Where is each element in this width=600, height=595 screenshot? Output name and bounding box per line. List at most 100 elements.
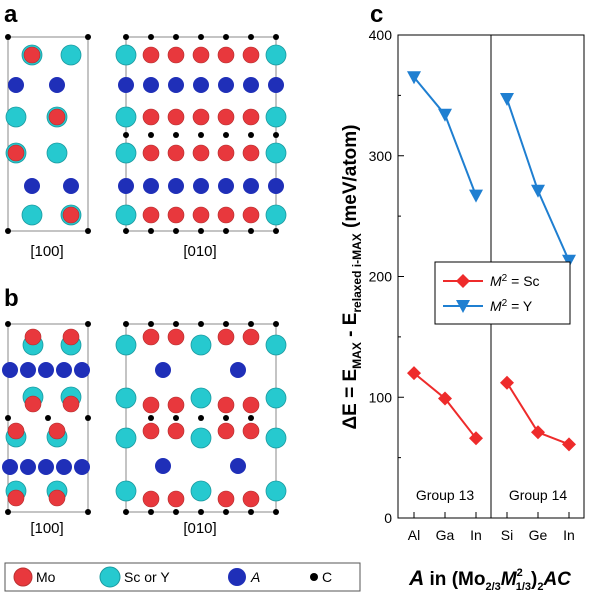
- sc-y-atom: [265, 387, 287, 409]
- sc-y-atom: [115, 142, 137, 164]
- c-atom: [223, 132, 229, 138]
- sc-y-atom: [115, 106, 137, 128]
- c-atom: [85, 415, 91, 421]
- a-atom: [20, 459, 36, 475]
- mo-atom: [142, 46, 160, 64]
- c-atom: [173, 415, 179, 421]
- sc-y-atom: [21, 204, 43, 226]
- mo-atom: [217, 396, 235, 414]
- mo-atom: [167, 422, 185, 440]
- a-atom: [38, 362, 54, 378]
- mo-atom: [48, 422, 66, 440]
- data-point: [407, 71, 421, 85]
- mo-atom: [242, 144, 260, 162]
- sc-y-atom: [265, 142, 287, 164]
- c-atom: [273, 228, 279, 234]
- legend-a-circle: [228, 568, 246, 586]
- c-atom: [148, 228, 154, 234]
- sc-y-atom: [5, 106, 27, 128]
- a-atom: [243, 77, 259, 93]
- x-title-sup: 2: [517, 567, 523, 579]
- legend-y-sup: 2: [502, 298, 508, 309]
- y-title-sub1: MAX: [350, 342, 364, 369]
- c-atom: [173, 34, 179, 40]
- series-line: [413, 76, 477, 196]
- sc-y-atom: [265, 204, 287, 226]
- data-point: [438, 391, 452, 406]
- a-atom: [268, 77, 284, 93]
- group-label-13: Group 13: [416, 487, 475, 503]
- c-atom: [173, 228, 179, 234]
- legend-c-label: C: [322, 569, 332, 585]
- c-atom: [248, 228, 254, 234]
- x-tick-label: Ga: [436, 527, 455, 543]
- a-atom: [63, 178, 79, 194]
- c-atom: [123, 509, 129, 515]
- mo-atom: [167, 144, 185, 162]
- chart-legend: M2 = Sc M2 = Y: [434, 261, 571, 325]
- structure-b-010: [115, 321, 287, 515]
- structure-b-100: [2, 321, 91, 515]
- mo-atom: [217, 206, 235, 224]
- sc-y-atom: [265, 44, 287, 66]
- y-title-mid: - E: [340, 313, 361, 343]
- mo-atom: [142, 396, 160, 414]
- x-title-s2: 1/3: [516, 581, 531, 593]
- legend-sc-label: M2 = Sc: [490, 273, 540, 290]
- panel-letter-c: c: [370, 1, 383, 28]
- direction-label-b-100: [100]: [30, 520, 63, 537]
- c-atom: [198, 34, 204, 40]
- mo-atom: [242, 328, 260, 346]
- mo-atom: [192, 144, 210, 162]
- y-title-sub2: relaxed i-MAX: [350, 233, 364, 312]
- c-atom: [85, 321, 91, 327]
- a-atom: [56, 362, 72, 378]
- data-point: [500, 375, 514, 390]
- a-atom: [118, 178, 134, 194]
- y-title-end: (meV/atom): [340, 125, 361, 234]
- a-atom: [8, 77, 24, 93]
- direction-label-b-010: [010]: [183, 520, 216, 537]
- mo-atom: [142, 206, 160, 224]
- c-atom: [198, 509, 204, 515]
- series-layer: [407, 71, 576, 452]
- c-atom: [248, 321, 254, 327]
- y-tick-label: 0: [384, 510, 392, 526]
- legend-y-marker: [456, 300, 470, 313]
- sc-y-atom: [265, 334, 287, 356]
- c-atom: [5, 228, 11, 234]
- c-atom: [223, 34, 229, 40]
- mo-atom: [142, 144, 160, 162]
- x-tick-label: Si: [501, 527, 513, 543]
- mo-atom: [62, 395, 80, 413]
- x-title-tail: AC: [542, 569, 571, 590]
- c-atom: [5, 34, 11, 40]
- mo-atom: [62, 328, 80, 346]
- sc-y-atom: [265, 480, 287, 502]
- sc-y-atom: [190, 427, 212, 449]
- mo-atom: [24, 395, 42, 413]
- x-title-s1: 2/3: [485, 581, 500, 593]
- mo-atom: [217, 144, 235, 162]
- mo-atom: [167, 108, 185, 126]
- sc-y-atom: [265, 106, 287, 128]
- unit-cell-box: [7, 36, 89, 232]
- c-atom: [198, 228, 204, 234]
- mo-atom: [142, 328, 160, 346]
- c-atom: [148, 321, 154, 327]
- mo-atom: [167, 328, 185, 346]
- mo-atom: [167, 206, 185, 224]
- c-atom: [123, 34, 129, 40]
- chart-legend-box: [434, 261, 571, 325]
- sc-y-atom: [115, 480, 137, 502]
- mo-atom: [48, 489, 66, 507]
- a-atom: [218, 77, 234, 93]
- c-atom: [5, 509, 11, 515]
- c-atom: [198, 132, 204, 138]
- mo-atom: [142, 422, 160, 440]
- mo-atom: [217, 46, 235, 64]
- mo-atom: [167, 46, 185, 64]
- series-line: [413, 372, 477, 439]
- legend-y-label: M2 = Y: [490, 298, 533, 315]
